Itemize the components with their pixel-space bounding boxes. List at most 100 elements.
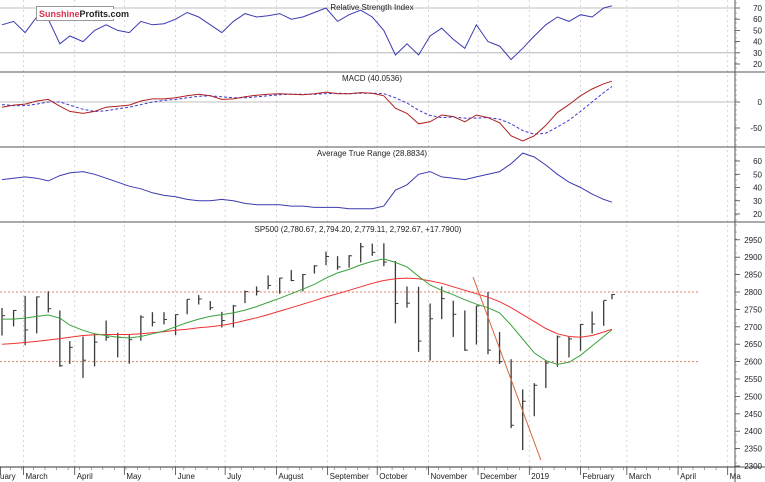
y-tick-label: 40 xyxy=(753,184,762,193)
y-tick-label: 2900 xyxy=(744,253,762,262)
month-label: July xyxy=(227,472,241,481)
price-bar xyxy=(244,290,248,304)
month-label: April xyxy=(77,472,93,481)
price-bar xyxy=(47,291,52,313)
month-label: September xyxy=(330,472,369,481)
y-tick-label: 2750 xyxy=(744,305,762,314)
macd-line xyxy=(1,80,613,142)
moving-average-long-line xyxy=(1,277,613,345)
logo-part2: Profits.com xyxy=(79,9,130,19)
atr-title: Average True Range (28.8834) xyxy=(317,149,427,158)
price-bar xyxy=(232,304,237,328)
y-tick-label: 2950 xyxy=(744,236,762,245)
y-tick-label: 2550 xyxy=(744,375,762,384)
y-tick-label: 2350 xyxy=(744,445,762,454)
price-bar xyxy=(69,341,73,365)
y-tick-label: 2850 xyxy=(744,271,762,280)
price-bar xyxy=(174,314,179,336)
price-bar xyxy=(406,286,410,308)
price-bar xyxy=(279,277,283,294)
month-label: August xyxy=(278,472,304,481)
y-tick-label: 2800 xyxy=(744,288,762,297)
price-bar xyxy=(93,333,98,367)
price-bar xyxy=(441,286,445,320)
month-label: February xyxy=(583,472,615,481)
y-tick-label: 20 xyxy=(753,60,762,69)
price-bar xyxy=(186,298,191,315)
y-tick-label: 2450 xyxy=(744,410,762,419)
price-bar xyxy=(452,300,457,337)
price-bar xyxy=(360,242,364,263)
price-bar xyxy=(36,296,40,334)
price-bar xyxy=(487,292,491,355)
price-bar xyxy=(545,360,549,389)
price-bar xyxy=(128,335,133,364)
price-title: SP500 (2,780.67, 2,794.20, 2,779.11, 2,7… xyxy=(255,225,462,234)
y-tick-label: 50 xyxy=(753,26,762,35)
price-bar xyxy=(348,255,353,268)
month-label: December xyxy=(480,472,517,481)
y-tick-label: 30 xyxy=(753,197,762,206)
price-bar xyxy=(163,312,167,325)
price-bar xyxy=(290,270,295,282)
price-bar xyxy=(568,336,572,358)
price-bar xyxy=(117,332,121,358)
macd-signal-line xyxy=(1,85,613,135)
price-bar xyxy=(603,299,607,326)
month-label: November xyxy=(430,472,467,481)
logo-part1: Sunshine xyxy=(39,9,80,19)
price-bar xyxy=(255,286,260,296)
y-tick-label: 2400 xyxy=(744,427,762,436)
month-label: March xyxy=(629,472,651,481)
price-bar xyxy=(371,243,376,256)
trendline xyxy=(472,276,542,461)
month-label: Ma xyxy=(730,472,742,481)
month-label: March xyxy=(25,472,47,481)
price-bar xyxy=(464,310,468,351)
price-bar xyxy=(510,359,515,429)
y-tick-label: 2300 xyxy=(744,462,762,471)
price-bar xyxy=(336,256,341,270)
y-tick-label: 2700 xyxy=(744,323,762,332)
y-tick-label: 60 xyxy=(753,15,762,24)
y-tick-label: 30 xyxy=(753,49,762,58)
moving-average-short-line xyxy=(2,258,613,365)
y-tick-label: 2500 xyxy=(744,392,762,401)
y-tick-label: 40 xyxy=(753,38,762,47)
price-bar xyxy=(12,309,17,327)
y-tick-label: 70 xyxy=(753,4,762,13)
price-bar xyxy=(1,308,5,336)
month-label: May xyxy=(126,472,141,481)
price-bar xyxy=(82,336,86,378)
price-bar xyxy=(383,243,387,267)
y-tick-label: 2600 xyxy=(744,358,762,367)
price-bar xyxy=(105,320,110,341)
price-bar xyxy=(267,275,272,290)
price-bar xyxy=(198,295,202,305)
y-tick-label: 60 xyxy=(753,157,762,166)
month-label: 2019 xyxy=(531,472,549,481)
price-bar xyxy=(325,251,329,266)
y-tick-label: 20 xyxy=(753,210,762,219)
y-tick-label: -50 xyxy=(750,124,762,133)
y-tick-label: 50 xyxy=(753,170,762,179)
price-bar xyxy=(591,311,596,334)
rsi-line xyxy=(1,5,613,61)
price-bar xyxy=(533,383,538,417)
price-bar xyxy=(429,303,434,361)
x-axis: uary March April May June July August September… xyxy=(0,467,741,481)
sunshine-profits-logo: SunshineProfits.com xyxy=(36,6,130,21)
month-label: April xyxy=(680,472,696,481)
y-tick-label: 2650 xyxy=(744,340,762,349)
price-bar xyxy=(151,312,156,327)
macd-title: MACD (40.0536) xyxy=(342,74,402,83)
month-label: uary xyxy=(0,472,16,481)
month-label: October xyxy=(379,472,408,481)
price-bar xyxy=(24,295,29,346)
rsi-title: Relative Strength Index xyxy=(330,3,413,12)
y-tick-label: 0 xyxy=(758,98,763,107)
price-bar xyxy=(475,305,480,345)
month-label: June xyxy=(178,472,196,481)
